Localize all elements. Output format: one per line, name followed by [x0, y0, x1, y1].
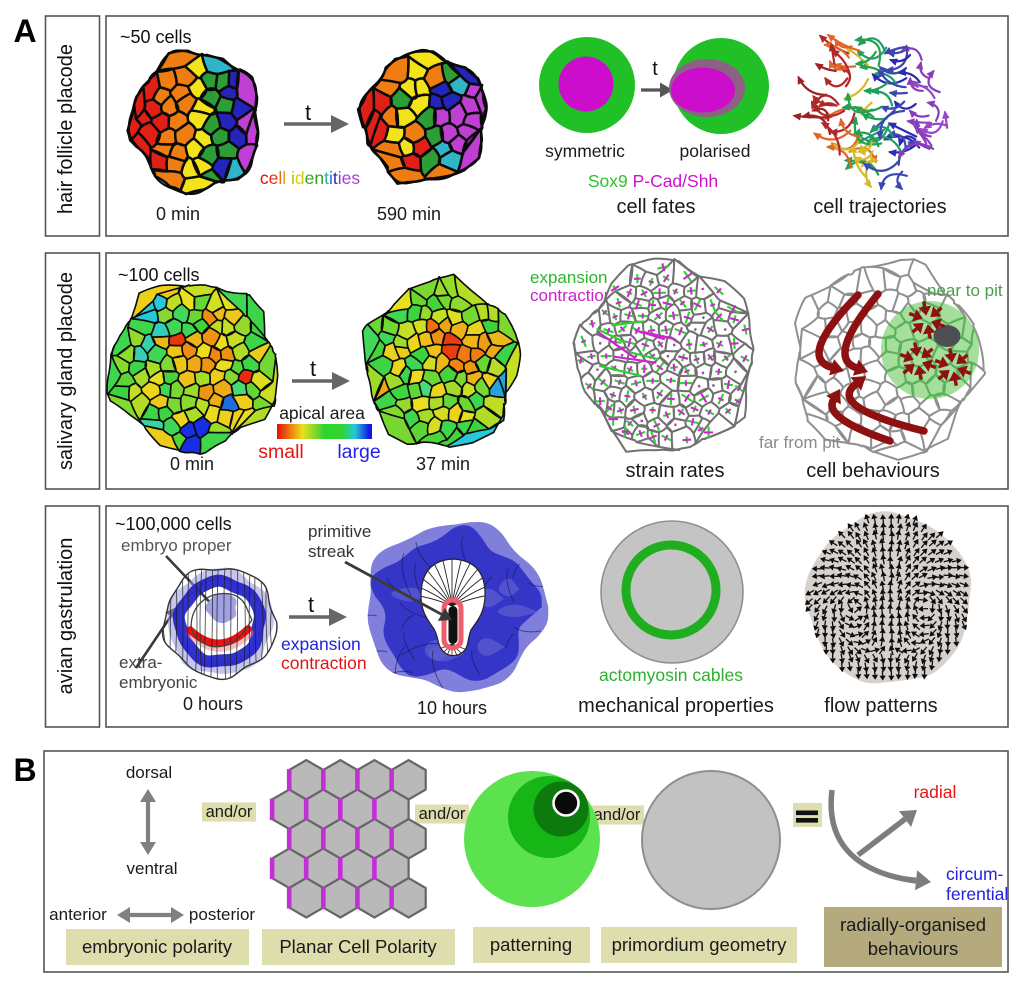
svg-text:and/or: and/or	[594, 806, 641, 824]
svg-text:Planar Cell Polarity: Planar Cell Polarity	[279, 936, 437, 957]
svg-text:t: t	[310, 356, 316, 381]
svg-text:cell trajectories: cell trajectories	[813, 196, 946, 218]
svg-text:embryo proper: embryo proper	[121, 536, 232, 555]
svg-text:embryonic: embryonic	[119, 673, 198, 692]
svg-text:contraction: contraction	[530, 286, 613, 305]
svg-text:anterior: anterior	[49, 905, 107, 924]
svg-text:symmetric: symmetric	[545, 141, 625, 161]
svg-text:posterior: posterior	[189, 905, 255, 924]
svg-text:primitive: primitive	[308, 522, 371, 541]
svg-text:ferential: ferential	[946, 884, 1008, 904]
svg-text:A: A	[13, 13, 36, 49]
svg-text:polarised: polarised	[679, 141, 750, 161]
svg-text:~100 cells: ~100 cells	[118, 265, 200, 285]
svg-text:expansion: expansion	[530, 268, 608, 287]
svg-text:mechanical properties: mechanical properties	[578, 695, 774, 717]
svg-text:strain rates: strain rates	[626, 460, 725, 482]
svg-text:embryonic polarity: embryonic polarity	[82, 936, 233, 957]
svg-text:hair follicle placode: hair follicle placode	[55, 44, 77, 214]
svg-text:avian gastrulation: avian gastrulation	[55, 538, 77, 695]
svg-text:contraction: contraction	[281, 653, 367, 673]
svg-text:radial: radial	[914, 782, 957, 802]
svg-text:B: B	[13, 752, 36, 788]
svg-text:primordium geometry: primordium geometry	[612, 934, 788, 955]
svg-text:large: large	[337, 441, 380, 463]
svg-text:streak: streak	[308, 542, 355, 561]
svg-text:590 min: 590 min	[377, 204, 441, 224]
svg-text:behaviours: behaviours	[868, 938, 959, 959]
svg-text:near to pit: near to pit	[927, 281, 1003, 300]
svg-text:dorsal: dorsal	[126, 763, 172, 782]
svg-text:patterning: patterning	[490, 934, 572, 955]
svg-text:salivary gland placode: salivary gland placode	[55, 272, 77, 470]
svg-text:and/or: and/or	[419, 805, 466, 823]
svg-text:t: t	[652, 58, 658, 80]
svg-text:flow patterns: flow patterns	[824, 695, 937, 717]
svg-text:t: t	[308, 592, 314, 617]
svg-text:apical area: apical area	[279, 403, 365, 423]
svg-text:~100,000 cells: ~100,000 cells	[115, 514, 232, 534]
svg-text:small: small	[258, 441, 304, 463]
svg-text:0 hours: 0 hours	[183, 694, 243, 714]
svg-text:0 min: 0 min	[156, 204, 200, 224]
svg-text:Sox9 P-Cad/Shh: Sox9 P-Cad/Shh	[588, 171, 718, 191]
svg-text:far from pit: far from pit	[759, 433, 841, 452]
svg-text:t: t	[305, 100, 311, 125]
svg-text:circum-: circum-	[946, 864, 1004, 884]
svg-text:0 min: 0 min	[170, 454, 214, 474]
svg-text:cell identities: cell identities	[260, 168, 361, 188]
svg-text:ventral: ventral	[126, 859, 177, 878]
svg-text:actomyosin cables: actomyosin cables	[599, 665, 743, 685]
svg-text:10 hours: 10 hours	[417, 698, 487, 718]
svg-text:37 min: 37 min	[416, 454, 470, 474]
svg-text:cell behaviours: cell behaviours	[806, 460, 939, 482]
svg-text:cell fates: cell fates	[617, 196, 696, 218]
svg-text:~50 cells: ~50 cells	[120, 27, 192, 47]
svg-text:and/or: and/or	[206, 803, 253, 821]
svg-text:expansion: expansion	[281, 634, 361, 654]
svg-text:radially-organised: radially-organised	[840, 914, 986, 935]
